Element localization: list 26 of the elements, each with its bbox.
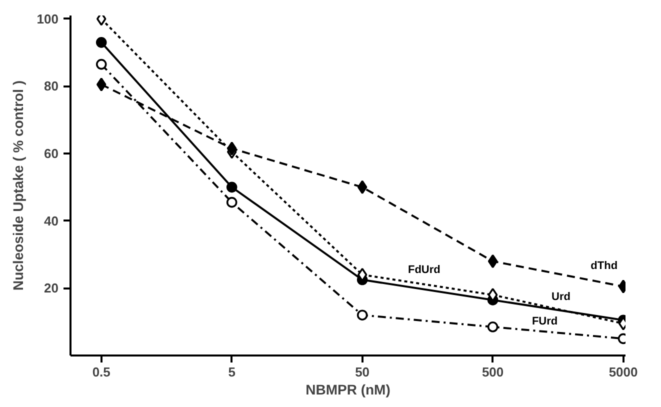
point [357,180,368,194]
x-tick-label: 5 [228,364,236,380]
point [487,321,498,332]
y-axis-title: Nucleoside Uptake ( % control ) [10,80,26,291]
x-axis-title: NBMPR (nM) [306,382,390,398]
y-tick-label: 40 [44,213,59,228]
point [96,58,107,70]
x-tick-label: 0.5 [92,364,110,380]
series-label: FUrd [532,315,558,328]
point [226,142,237,156]
x-tick-label: 5000 [608,364,638,380]
point [488,254,498,268]
point [96,78,106,92]
y-tick-label: 20 [44,280,59,296]
series-label: FdUrd [408,264,440,276]
y-tick-label: 80 [44,78,59,94]
y-tick-label: 60 [44,146,59,162]
point [356,310,368,320]
x-tick-label: 500 [482,364,504,380]
point [226,182,238,193]
point [96,37,107,48]
point [226,196,238,208]
series-label: Urd [552,291,570,304]
x-tick-label: 50 [355,364,370,380]
series-label: dThd [590,260,618,272]
y-tick-label: 100 [36,11,59,26]
